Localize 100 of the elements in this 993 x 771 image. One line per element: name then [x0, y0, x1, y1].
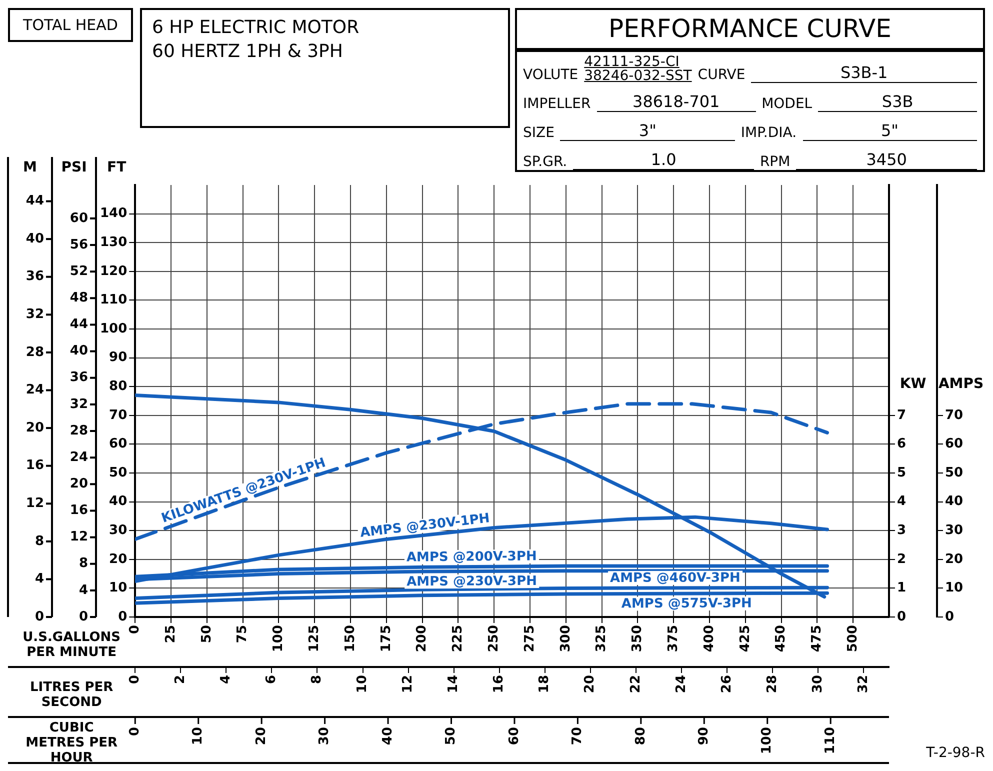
x2-tick-label: 6 [264, 675, 280, 684]
x2-tick-label: 32 [856, 675, 871, 694]
x-tick-label: 375 [666, 625, 681, 652]
text: CUBIC METRES PER HOUR [26, 720, 118, 766]
text: 60 [506, 727, 522, 746]
text: 1.0 [573, 150, 754, 170]
x-tick-label: 400 [702, 625, 717, 652]
text: 50 [444, 727, 459, 746]
text: 40 [380, 727, 396, 746]
x-tick-label: 25 [163, 625, 178, 644]
y-tick-label: 120 [100, 264, 128, 279]
x-tick-label: 275 [522, 625, 538, 652]
text: RPM [760, 154, 790, 170]
x2-tick-label: 4 [218, 675, 234, 684]
text: 8 [78, 556, 88, 572]
text: 4 [34, 572, 44, 587]
x2-tick-label: 10 [355, 675, 370, 694]
y3-tick-label: 20 [945, 552, 964, 567]
text: 20 [254, 727, 269, 746]
x-tick-label: 300 [558, 625, 574, 652]
text: 16 [70, 503, 88, 518]
text: 44 [70, 317, 88, 332]
y-tick-label: 130 [100, 234, 128, 250]
x2-tick-label: 28 [764, 675, 780, 694]
x2-tick-label: 16 [492, 675, 507, 694]
text: SP.GR. [523, 154, 568, 170]
text: 24 [26, 382, 44, 398]
y-tick-label: 140 [100, 206, 128, 222]
x2-tick-label: 0 [128, 675, 143, 684]
text: 40 [26, 231, 44, 246]
series-label: AMPS @460V-3PH [610, 570, 740, 586]
text: 110 [822, 727, 838, 754]
x-tick-label: 450 [774, 625, 789, 652]
text: 40 [70, 344, 88, 359]
x-tick-label: 0 [128, 625, 143, 634]
text: 32 [70, 396, 88, 412]
y-tick-label: 100 [100, 321, 128, 336]
y3-tick-label: 0 [945, 609, 954, 624]
text: 42111-325-CI [584, 54, 680, 70]
x-tick-label: 500 [845, 625, 860, 652]
text: 80 [633, 727, 648, 746]
x-tick-label: 325 [594, 625, 610, 652]
x-tick-label: 150 [342, 625, 358, 652]
text: 16 [26, 458, 44, 474]
text: 4 [78, 582, 88, 598]
y2-tick-label: 3 [897, 522, 906, 538]
text: 12 [26, 496, 44, 511]
x2-tick-label: 14 [446, 675, 462, 694]
text: 20 [26, 420, 44, 436]
text: 0 [34, 609, 44, 624]
y-tick-label: 20 [109, 552, 128, 567]
x-tick-label: 250 [486, 625, 502, 652]
text: 52 [70, 264, 88, 279]
x-tick-label: 475 [810, 625, 825, 652]
x2-tick-label: 18 [537, 675, 552, 694]
text: 30 [317, 727, 332, 746]
x-tick-label: 100 [271, 625, 286, 652]
x-tick-label: 75 [235, 625, 250, 644]
text: 38618-701 [596, 92, 756, 112]
x-tick-label: 200 [414, 625, 430, 652]
text: 70 [570, 727, 586, 746]
x2-tick-label: 24 [674, 675, 689, 694]
y2-tick-label: 1 [897, 580, 906, 596]
x-tick-label: 125 [307, 625, 322, 652]
text: S3B [818, 92, 978, 112]
text: 20 [70, 476, 88, 492]
text: CURVE [698, 67, 746, 83]
series-label: AMPS @230V-3PH [406, 574, 537, 590]
y2-tick-label: 6 [897, 436, 906, 452]
x2-axis-title: LITRES PER SECOND [30, 680, 114, 710]
text: 32 [26, 307, 44, 322]
text: 38246-032-SST [584, 68, 692, 84]
y-tick-label: 50 [109, 465, 128, 480]
chart-title: PERFORMANCE CURVE [515, 8, 985, 50]
text: S3B-1 [751, 63, 977, 83]
text: T-2-98-R [926, 745, 985, 761]
x-tick-label: 175 [378, 625, 394, 652]
text: 100 [760, 727, 775, 754]
y2-tick-label: 4 [897, 494, 906, 510]
x-axis-title: U.S.GALLONS PER MINUTE [22, 630, 121, 660]
text: 5" [802, 121, 978, 141]
y3-tick-label: 60 [945, 436, 964, 452]
y-tick-label: 60 [109, 436, 128, 452]
text: 24 [70, 450, 88, 465]
x-tick-label: 425 [738, 625, 753, 652]
text: 28 [26, 344, 44, 360]
text: 12 [70, 530, 88, 545]
text: MODEL [762, 96, 812, 112]
y2-tick-label: 0 [897, 609, 906, 624]
y-tick-label: 80 [109, 378, 128, 394]
text: 90 [696, 727, 712, 746]
y-axis-title: FT [107, 160, 127, 176]
y-tick-label: 110 [100, 292, 128, 308]
x2-tick-label: 12 [400, 675, 416, 694]
y2-tick-label: 7 [897, 408, 906, 423]
text: 0 [128, 727, 143, 736]
text: 36 [70, 370, 88, 386]
y2-tick-label: 5 [897, 465, 906, 480]
text: VOLUTE [523, 67, 578, 83]
x2-tick-label: 8 [310, 675, 325, 684]
